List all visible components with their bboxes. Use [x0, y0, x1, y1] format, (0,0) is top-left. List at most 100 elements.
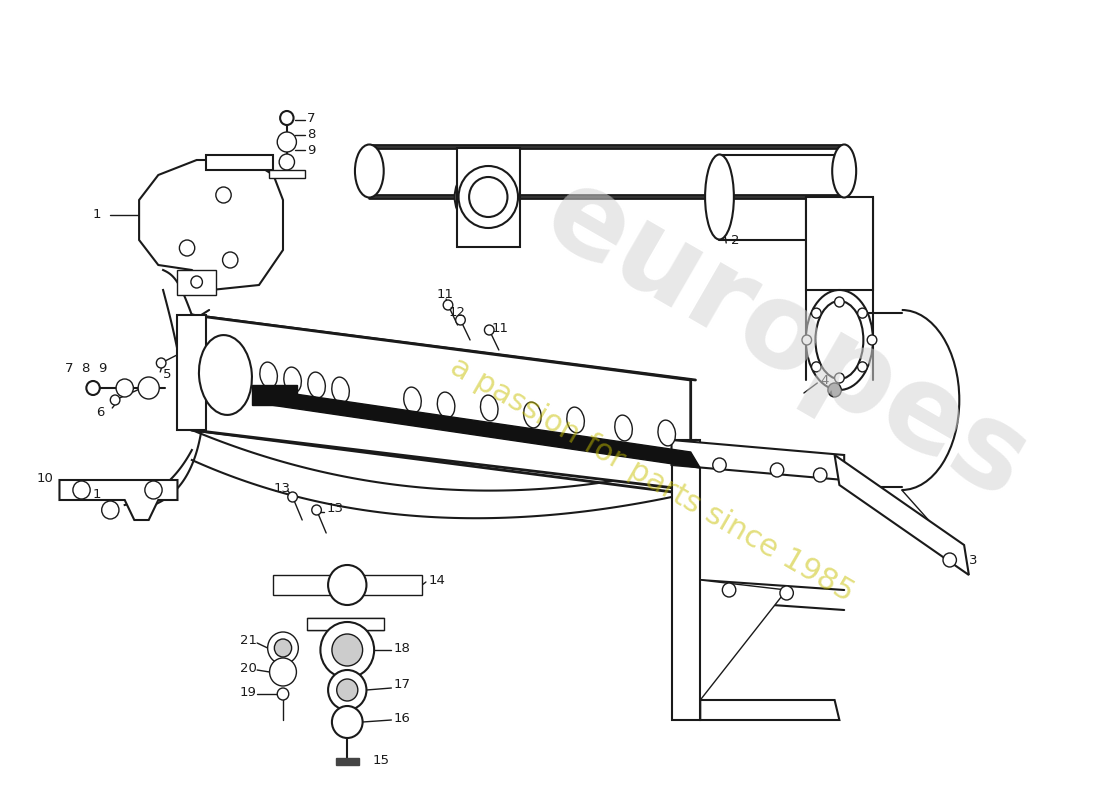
- Text: 2: 2: [732, 234, 739, 246]
- Text: a passion for parts since 1985: a passion for parts since 1985: [446, 352, 859, 608]
- Circle shape: [86, 381, 100, 395]
- Polygon shape: [456, 148, 520, 247]
- Text: 3: 3: [969, 554, 978, 566]
- Ellipse shape: [815, 301, 864, 379]
- Text: 6: 6: [96, 406, 104, 418]
- Text: 13: 13: [274, 482, 290, 494]
- Circle shape: [274, 639, 292, 657]
- Text: 17: 17: [394, 678, 410, 691]
- Polygon shape: [59, 480, 177, 520]
- Circle shape: [117, 379, 133, 397]
- Text: 18: 18: [394, 642, 410, 654]
- Ellipse shape: [308, 372, 326, 398]
- Text: 11: 11: [492, 322, 508, 334]
- Ellipse shape: [260, 362, 277, 388]
- Circle shape: [828, 383, 842, 397]
- Circle shape: [812, 308, 821, 318]
- Polygon shape: [139, 160, 283, 290]
- Text: 7: 7: [307, 111, 316, 125]
- Text: 4: 4: [821, 374, 828, 386]
- Polygon shape: [671, 440, 844, 480]
- Circle shape: [332, 634, 363, 666]
- Text: 21: 21: [240, 634, 256, 646]
- Ellipse shape: [658, 420, 675, 446]
- Ellipse shape: [404, 387, 421, 413]
- Circle shape: [145, 481, 162, 499]
- Ellipse shape: [332, 377, 350, 403]
- Circle shape: [156, 358, 166, 368]
- Circle shape: [320, 622, 374, 678]
- Ellipse shape: [469, 177, 507, 217]
- Circle shape: [139, 377, 159, 399]
- Polygon shape: [835, 455, 969, 575]
- Circle shape: [277, 132, 296, 152]
- Text: 1: 1: [94, 209, 101, 222]
- Text: 13: 13: [327, 502, 343, 514]
- Text: 8: 8: [81, 362, 90, 374]
- Circle shape: [484, 325, 494, 335]
- Text: 12: 12: [449, 306, 466, 319]
- Circle shape: [280, 111, 294, 125]
- Circle shape: [332, 706, 363, 738]
- Polygon shape: [252, 385, 297, 405]
- Circle shape: [455, 315, 465, 325]
- Polygon shape: [191, 315, 691, 490]
- Circle shape: [191, 276, 202, 288]
- Text: 16: 16: [394, 711, 410, 725]
- Text: 19: 19: [240, 686, 256, 698]
- Text: 9: 9: [307, 143, 316, 157]
- Circle shape: [443, 300, 453, 310]
- Ellipse shape: [459, 166, 518, 228]
- Ellipse shape: [705, 154, 734, 239]
- Polygon shape: [336, 758, 359, 765]
- Polygon shape: [177, 315, 207, 430]
- Ellipse shape: [284, 367, 301, 393]
- Circle shape: [723, 583, 736, 597]
- Circle shape: [814, 468, 827, 482]
- Circle shape: [328, 670, 366, 710]
- Polygon shape: [701, 700, 839, 720]
- Polygon shape: [307, 618, 384, 630]
- Text: 1: 1: [94, 489, 101, 502]
- Circle shape: [110, 395, 120, 405]
- Ellipse shape: [833, 145, 856, 198]
- Polygon shape: [207, 155, 274, 170]
- Text: 10: 10: [36, 471, 53, 485]
- Circle shape: [270, 658, 296, 686]
- Text: 20: 20: [240, 662, 256, 674]
- Polygon shape: [806, 197, 873, 290]
- Polygon shape: [274, 575, 422, 595]
- Text: 5: 5: [163, 369, 172, 382]
- Ellipse shape: [806, 290, 873, 390]
- Circle shape: [802, 335, 812, 345]
- Ellipse shape: [481, 395, 498, 421]
- Ellipse shape: [454, 163, 520, 231]
- Polygon shape: [177, 270, 216, 295]
- Circle shape: [277, 688, 289, 700]
- Circle shape: [943, 553, 956, 567]
- Circle shape: [780, 586, 793, 600]
- Circle shape: [337, 679, 358, 701]
- Text: 11: 11: [437, 289, 453, 302]
- Circle shape: [216, 187, 231, 203]
- Ellipse shape: [615, 415, 632, 441]
- Circle shape: [222, 252, 238, 268]
- Text: 8: 8: [307, 127, 316, 141]
- Circle shape: [311, 505, 321, 515]
- Circle shape: [713, 458, 726, 472]
- Circle shape: [328, 565, 366, 605]
- Text: 7: 7: [65, 362, 74, 374]
- Ellipse shape: [524, 402, 541, 428]
- Circle shape: [812, 362, 821, 372]
- Polygon shape: [701, 580, 786, 700]
- Circle shape: [858, 362, 867, 372]
- Ellipse shape: [466, 175, 508, 219]
- Circle shape: [867, 335, 877, 345]
- Circle shape: [267, 632, 298, 664]
- Circle shape: [288, 492, 297, 502]
- Text: 9: 9: [98, 362, 107, 374]
- Text: 14: 14: [429, 574, 446, 586]
- Ellipse shape: [199, 335, 252, 415]
- Text: 15: 15: [372, 754, 389, 766]
- Circle shape: [179, 240, 195, 256]
